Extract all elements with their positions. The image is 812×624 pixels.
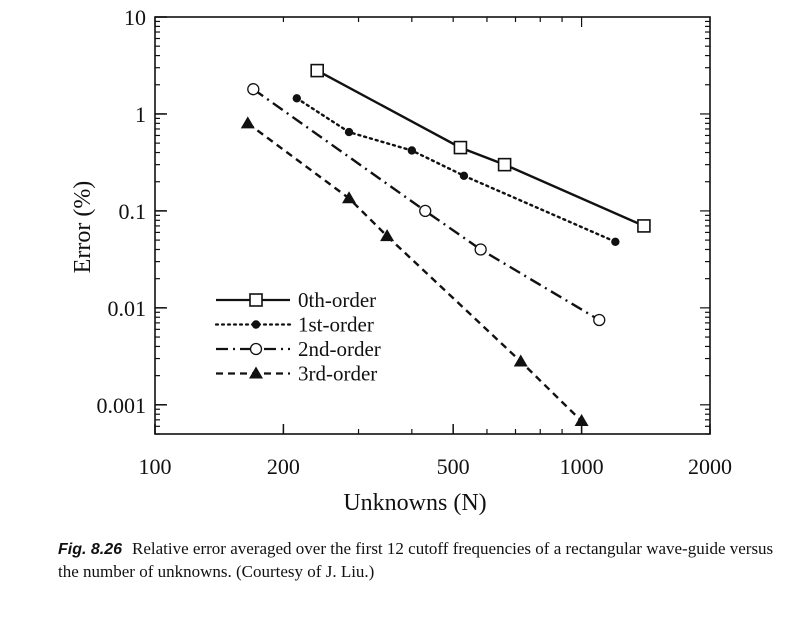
y-tick-label: 1 — [135, 102, 146, 127]
open-circle-marker — [474, 243, 487, 256]
square-marker — [453, 140, 468, 155]
square-marker — [310, 63, 324, 78]
legend-item: 0th-order — [216, 288, 376, 312]
series-3rd-order — [240, 116, 589, 427]
series-line — [295, 97, 617, 244]
x-tick-label: 500 — [437, 454, 470, 479]
y-tick-label: 0.01 — [108, 296, 147, 321]
circle-marker — [611, 237, 620, 247]
y-tick-labels: 10 1 0.1 0.01 0.001 — [97, 5, 147, 418]
open-circle-marker — [593, 313, 606, 327]
triangle-marker — [380, 229, 395, 242]
circle-marker — [292, 94, 302, 103]
square-marker — [249, 293, 263, 307]
figure-label: Fig. 8.26 — [58, 541, 123, 558]
legend-label: 2nd-order — [298, 337, 381, 361]
triangle-marker — [240, 116, 255, 129]
legend-label: 3rd-order — [298, 362, 377, 386]
legend-item: 1st-order — [214, 313, 374, 337]
series-group — [240, 63, 651, 427]
legend-item: 2nd-order — [216, 337, 381, 361]
y-axis-title: Error (%) — [70, 181, 96, 274]
square-marker — [637, 219, 651, 233]
circle-marker — [251, 320, 261, 329]
major-ticks — [154, 16, 711, 434]
x-axis-title: Unknowns (N) — [343, 490, 486, 516]
series-line — [252, 88, 600, 322]
circle-marker — [344, 127, 354, 137]
x-tick-label: 100 — [139, 454, 172, 479]
x-tick-labels: 100 200 500 1000 2000 — [139, 454, 733, 479]
series-line — [316, 69, 645, 227]
series-1st-order — [292, 94, 620, 247]
x-tick-label: 1000 — [560, 454, 604, 479]
series-0th-order — [310, 63, 651, 233]
series-2nd-order — [247, 83, 606, 327]
y-tick-label: 10 — [124, 5, 146, 30]
figure-caption: Fig. 8.26 Relative error averaged over th… — [58, 538, 798, 583]
triangle-marker — [249, 366, 263, 379]
plot-frame — [154, 16, 711, 435]
circle-marker — [407, 146, 417, 155]
x-tick-label: 200 — [267, 454, 300, 479]
minor-ticks — [154, 17, 711, 435]
legend-item: 3rd-order — [216, 362, 377, 386]
open-circle-marker — [247, 83, 260, 96]
square-marker — [497, 157, 512, 172]
triangle-marker — [574, 414, 589, 427]
triangle-marker — [513, 354, 528, 367]
caption-text: Relative error averaged over the first 1… — [58, 539, 774, 581]
legend-label: 1st-order — [298, 313, 374, 337]
circle-marker — [459, 171, 469, 181]
legend-label: 0th-order — [298, 288, 376, 312]
open-circle-marker — [419, 204, 432, 218]
x-tick-label: 2000 — [688, 454, 732, 479]
triangle-marker — [342, 191, 357, 204]
open-circle-marker — [249, 342, 263, 356]
y-tick-label: 0.1 — [119, 199, 147, 224]
y-tick-label: 0.001 — [97, 393, 147, 418]
